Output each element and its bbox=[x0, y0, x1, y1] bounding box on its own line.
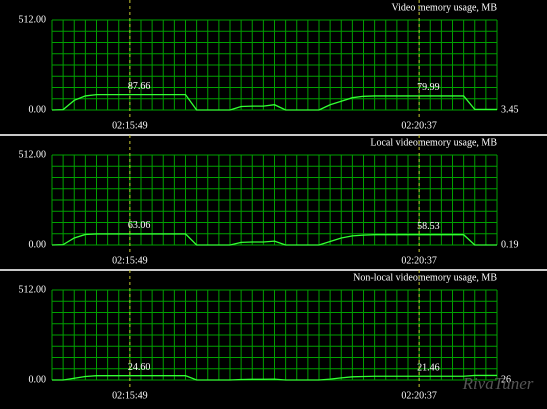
time-label: 02:15:49 bbox=[112, 390, 148, 401]
chart-title: Video memory usage, MB bbox=[392, 2, 498, 13]
y-tick-label: 512.00 bbox=[19, 14, 47, 25]
time-label: 02:20:37 bbox=[401, 390, 437, 401]
line bbox=[51, 233, 497, 246]
time-label: 02:15:49 bbox=[112, 120, 148, 131]
chart-title: Local videomemory usage, MB bbox=[370, 137, 497, 148]
line bbox=[52, 374, 497, 381]
watermark: RivaTuner bbox=[462, 374, 534, 393]
line bbox=[51, 93, 497, 111]
time-label: 02:20:37 bbox=[401, 255, 437, 266]
marker-value: 58.53 bbox=[417, 221, 440, 232]
y-tick-label: 0.00 bbox=[29, 104, 47, 115]
separator bbox=[0, 134, 547, 136]
y-tick-label: 0.00 bbox=[29, 239, 47, 250]
y-tick-label: 512.00 bbox=[19, 149, 47, 160]
time-label: 02:15:49 bbox=[112, 255, 148, 266]
marker-value: 87.66 bbox=[128, 81, 151, 92]
time-label: 02:20:37 bbox=[401, 120, 437, 131]
marker-value: 21.46 bbox=[417, 363, 440, 374]
y-tick-label: 512.00 bbox=[19, 284, 47, 295]
current-value: 0.19 bbox=[501, 239, 519, 250]
y-tick-label: 0.00 bbox=[29, 374, 47, 385]
separator bbox=[0, 269, 547, 271]
current-value: 26 bbox=[501, 374, 511, 385]
chart-title: Non-local videomemory usage, MB bbox=[353, 272, 497, 283]
marker-value: 79.99 bbox=[417, 82, 440, 93]
current-value: 3.45 bbox=[501, 104, 519, 115]
marker-value: 24.60 bbox=[128, 362, 151, 373]
marker-value: 63.06 bbox=[128, 220, 151, 231]
